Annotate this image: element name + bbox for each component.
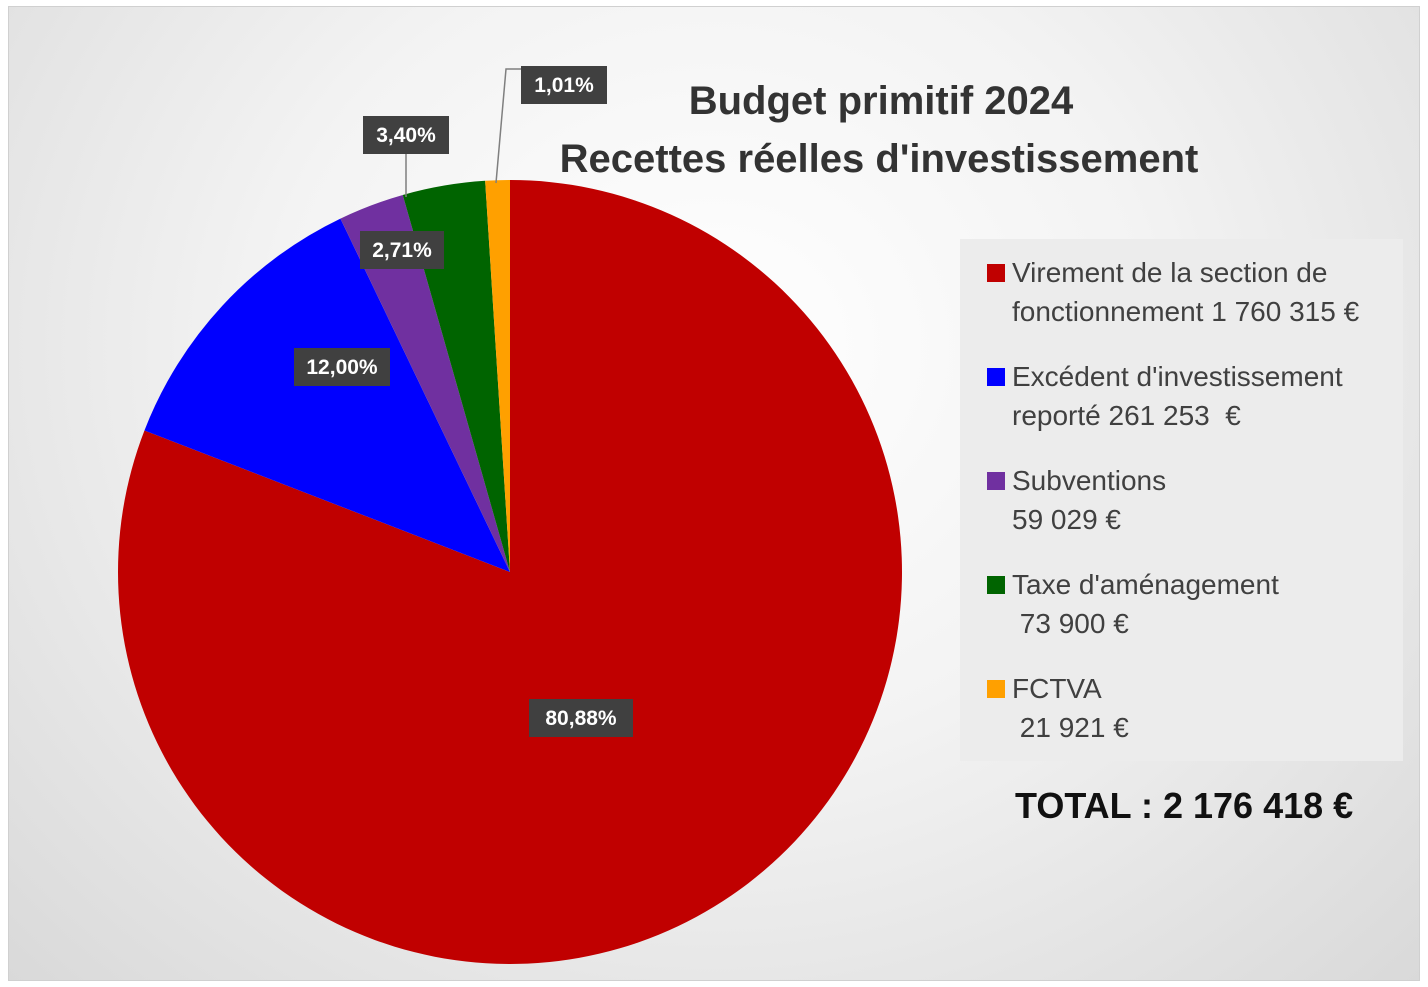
pie-slice-excedent	[144, 218, 510, 573]
leader-line-fctva	[495, 68, 521, 184]
data-label-box-virement	[529, 699, 633, 737]
legend-swatch	[987, 368, 1005, 386]
pie-slice-taxe	[402, 180, 510, 572]
data-label-virement: 80,88%	[545, 707, 617, 730]
legend-swatch	[987, 576, 1005, 594]
chart-subtitle: Recettes réelles d'investissement	[559, 137, 1199, 181]
data-label-box-fctva	[521, 66, 607, 104]
legend: Virement de la section de fonctionnement…	[960, 239, 1403, 761]
data-label-subventions: 2,71%	[372, 239, 432, 262]
legend-swatch	[987, 680, 1005, 698]
pie-slice-fctva	[485, 180, 510, 572]
total-label: TOTAL : 2 176 418 €	[1015, 785, 1354, 826]
legend-label: Subventions 59 029 €	[1012, 465, 1167, 535]
data-label-box-taxe	[363, 116, 449, 154]
data-label-box-excedent	[294, 348, 390, 386]
legend-label: Virement de la section de fonctionnement…	[1012, 257, 1360, 327]
legend-swatch	[987, 264, 1005, 282]
legend-label: Excédent d'investissement reporté 261 25…	[1012, 361, 1343, 431]
pie-chart: 80,88% 12,00% 2,71% 3,40% 1,01%	[117, 66, 903, 965]
pie-slice-subventions	[340, 194, 510, 572]
chart-title: Budget primitif 2024	[688, 79, 1074, 123]
legend-label: FCTVA 21 921 €	[1012, 673, 1129, 743]
data-label-fctva: 1,01%	[534, 74, 594, 97]
legend-label: Taxe d'aménagement 73 900 €	[1012, 569, 1279, 639]
data-label-excedent: 12,00%	[306, 356, 378, 379]
data-label-box-subventions	[360, 231, 444, 269]
legend-swatch	[987, 472, 1005, 490]
data-label-taxe: 3,40%	[376, 124, 436, 147]
chart-frame: 80,88% 12,00% 2,71% 3,40% 1,01% Budget primi…	[8, 6, 1420, 981]
